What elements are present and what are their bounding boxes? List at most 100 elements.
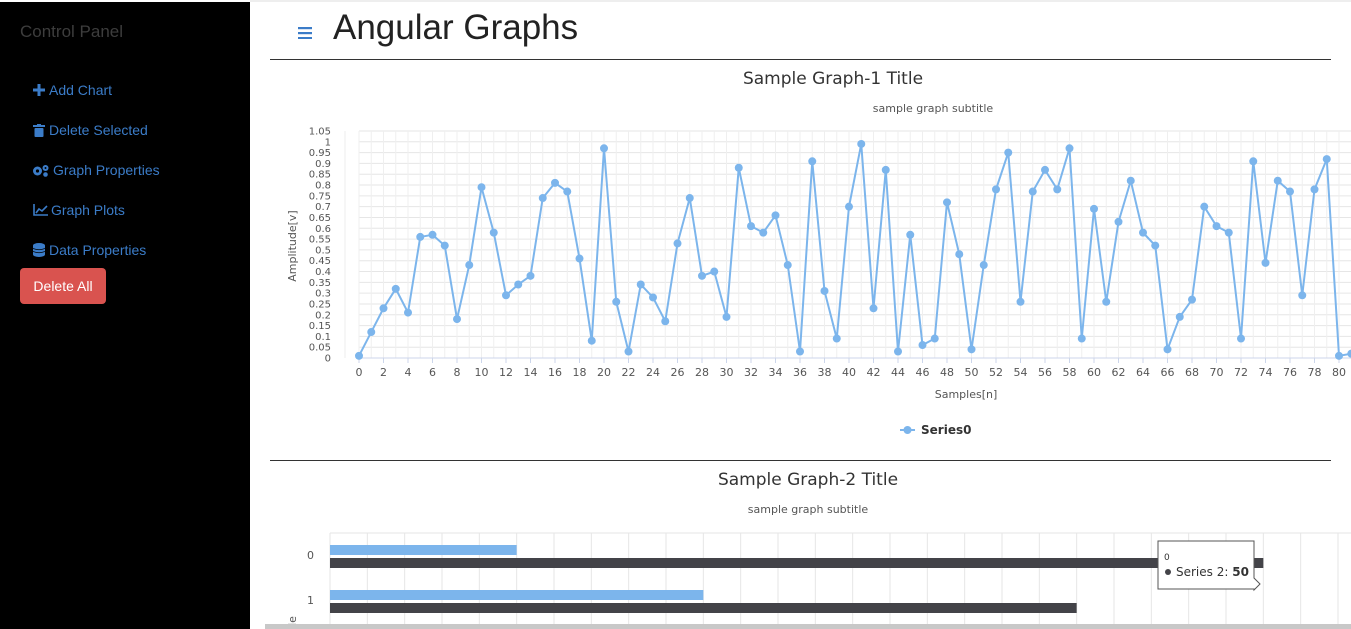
series0-point[interactable] xyxy=(1286,187,1294,196)
series0-point[interactable] xyxy=(1004,148,1013,157)
series0-point[interactable] xyxy=(943,198,951,207)
series0-point[interactable] xyxy=(1163,345,1172,354)
add-chart-label: Add Chart xyxy=(49,82,113,98)
series0-point[interactable] xyxy=(906,230,915,239)
series0-point[interactable] xyxy=(1028,187,1037,196)
series0-point[interactable] xyxy=(930,334,939,343)
series0-point[interactable] xyxy=(1126,176,1135,185)
series0-point[interactable] xyxy=(1335,351,1343,360)
series0-point[interactable] xyxy=(698,271,706,280)
graph-plots-button[interactable]: Graph Plots xyxy=(32,190,160,230)
series0-line[interactable] xyxy=(358,143,1351,358)
series0-point[interactable] xyxy=(1310,185,1319,194)
hamburger-icon[interactable] xyxy=(298,24,312,40)
series0-point[interactable] xyxy=(845,202,853,211)
series0-point[interactable] xyxy=(404,308,412,317)
series0-point[interactable] xyxy=(649,293,657,302)
chart2-bar[interactable] xyxy=(330,558,1264,568)
series0-point[interactable] xyxy=(538,194,547,203)
series0-point[interactable] xyxy=(1114,217,1123,226)
series0-point[interactable] xyxy=(1053,185,1062,194)
series0-point[interactable] xyxy=(967,345,976,354)
series0-point[interactable] xyxy=(1077,334,1086,343)
series0-point[interactable] xyxy=(379,304,388,313)
series0-point[interactable] xyxy=(979,261,988,270)
chart2-bar[interactable] xyxy=(330,545,517,555)
horizontal-scrollbar[interactable] xyxy=(265,624,1351,629)
series0-point[interactable] xyxy=(1273,176,1282,185)
series0-point[interactable] xyxy=(612,297,621,306)
series0-point[interactable] xyxy=(783,261,792,270)
series0-point[interactable] xyxy=(722,312,731,321)
series0-point[interactable] xyxy=(1212,222,1221,231)
series0-point[interactable] xyxy=(881,165,890,174)
delete-all-button[interactable]: Delete All xyxy=(20,268,106,304)
series0-point[interactable] xyxy=(477,183,486,192)
bar-chart[interactable]: Sample Graph-2 Title sample graph subtit… xyxy=(250,461,1351,629)
brand-title[interactable]: Control Panel xyxy=(20,22,124,41)
series0-point[interactable] xyxy=(1237,334,1245,343)
series0-point[interactable] xyxy=(428,230,437,239)
line-chart[interactable]: Sample Graph-1 Title sample graph subtit… xyxy=(250,60,1351,460)
series0-point[interactable] xyxy=(1151,241,1160,250)
series0-point[interactable] xyxy=(747,222,755,231)
series0-point[interactable] xyxy=(1188,295,1196,304)
series0-point[interactable] xyxy=(391,284,400,293)
series0-point[interactable] xyxy=(918,341,927,350)
series0-point[interactable] xyxy=(820,286,829,295)
series0-point[interactable] xyxy=(1139,228,1147,237)
series0-point[interactable] xyxy=(857,139,866,148)
series0-point[interactable] xyxy=(1016,297,1025,306)
series0-point[interactable] xyxy=(624,347,633,356)
series0-point[interactable] xyxy=(1090,204,1098,213)
series0-point[interactable] xyxy=(575,254,584,263)
series0-point[interactable] xyxy=(955,250,964,259)
chart2-bar[interactable] xyxy=(330,603,1077,613)
series0-point[interactable] xyxy=(1224,228,1233,237)
series0-point[interactable] xyxy=(1261,258,1270,267)
series0-point[interactable] xyxy=(367,328,376,337)
series0-point[interactable] xyxy=(514,280,523,289)
series0-point[interactable] xyxy=(1249,157,1258,166)
series0-point[interactable] xyxy=(771,211,780,220)
series0-point[interactable] xyxy=(1347,349,1351,358)
series0-point[interactable] xyxy=(587,336,596,345)
series0-point[interactable] xyxy=(1175,312,1184,321)
series0-point[interactable] xyxy=(440,241,449,250)
series0-point[interactable] xyxy=(489,228,498,237)
series0-point[interactable] xyxy=(869,304,878,313)
graph-properties-button[interactable]: Graph Properties xyxy=(32,150,160,190)
series0-point[interactable] xyxy=(685,194,694,203)
series0-point[interactable] xyxy=(453,315,461,324)
series0-point[interactable] xyxy=(563,187,572,196)
data-properties-button[interactable]: Data Properties xyxy=(32,230,160,270)
series0-point[interactable] xyxy=(1200,202,1209,211)
series0-point[interactable] xyxy=(759,228,768,237)
series0-point[interactable] xyxy=(526,271,535,280)
series0-point[interactable] xyxy=(832,334,841,343)
series0-point[interactable] xyxy=(600,144,608,153)
series0-point[interactable] xyxy=(355,351,363,360)
series0-point[interactable] xyxy=(465,261,474,270)
series0-point[interactable] xyxy=(1322,155,1331,164)
series0-point[interactable] xyxy=(551,178,559,187)
series0-point[interactable] xyxy=(1041,165,1049,174)
series0-point[interactable] xyxy=(661,317,670,326)
series0-point[interactable] xyxy=(673,239,682,248)
series0-point[interactable] xyxy=(734,163,743,172)
series0-point[interactable] xyxy=(1065,144,1074,153)
series0-point[interactable] xyxy=(636,280,645,289)
series0-point[interactable] xyxy=(710,267,719,276)
series0-point[interactable] xyxy=(992,185,1000,194)
chart2-bar[interactable] xyxy=(330,590,704,600)
series0-point[interactable] xyxy=(1102,297,1111,306)
delete-selected-button[interactable]: Delete Selected xyxy=(32,110,160,150)
series0-point[interactable] xyxy=(894,347,902,356)
series0-point[interactable] xyxy=(1298,291,1307,300)
series0-point[interactable] xyxy=(416,232,425,241)
chart1-legend[interactable]: Series0 xyxy=(900,423,971,437)
series0-point[interactable] xyxy=(808,157,817,166)
add-chart-button[interactable]: Add Chart xyxy=(32,70,160,110)
series0-point[interactable] xyxy=(796,347,804,356)
series0-point[interactable] xyxy=(502,291,510,300)
